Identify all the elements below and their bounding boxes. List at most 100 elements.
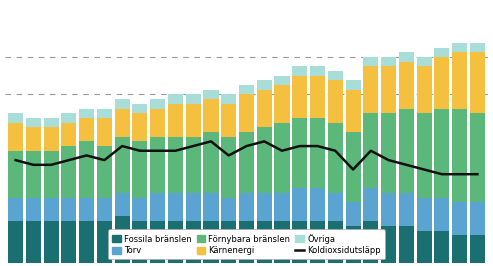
Bar [310,76,325,118]
Bar [257,90,272,127]
Bar [328,123,343,193]
Bar [26,151,41,198]
Bar [26,127,41,151]
Bar [8,113,23,123]
Bar [186,104,201,137]
Bar [239,132,254,193]
Bar [79,221,94,263]
Bar [43,127,59,151]
Bar [381,113,396,193]
Bar [186,193,201,221]
Bar [204,99,218,132]
Bar [133,198,147,221]
Bar [328,193,343,221]
Bar [452,43,467,52]
Bar [292,221,307,263]
Bar [43,198,59,221]
Bar [292,118,307,188]
Bar [133,104,147,113]
Bar [346,132,360,202]
Bar [239,94,254,132]
Bar [239,193,254,221]
Bar [399,226,414,263]
Bar [114,193,130,217]
Bar [257,127,272,193]
Bar [61,146,76,198]
Bar [114,217,130,263]
Bar [470,202,485,235]
Bar [186,94,201,104]
Bar [8,221,23,263]
Bar [97,221,112,263]
Bar [61,198,76,221]
Bar [133,113,147,141]
Bar [292,66,307,76]
Bar [79,141,94,198]
Bar [275,85,289,123]
Bar [150,99,165,109]
Bar [452,202,467,235]
Bar [114,137,130,193]
Bar [328,221,343,263]
Bar [221,104,236,137]
Bar [26,118,41,127]
Bar [417,198,432,231]
Bar [168,94,183,104]
Bar [26,198,41,221]
Bar [168,193,183,221]
Bar [114,109,130,137]
Bar [452,109,467,202]
Bar [221,221,236,263]
Bar [381,66,396,113]
Bar [434,48,450,57]
Bar [363,66,379,113]
Bar [150,221,165,263]
Bar [61,221,76,263]
Bar [186,137,201,193]
Bar [470,52,485,113]
Bar [8,198,23,221]
Bar [186,221,201,263]
Bar [292,188,307,221]
Bar [434,109,450,198]
Bar [417,231,432,263]
Bar [43,118,59,127]
Bar [114,99,130,109]
Bar [257,193,272,221]
Bar [434,198,450,231]
Bar [97,146,112,198]
Bar [381,193,396,226]
Bar [221,94,236,104]
Bar [275,221,289,263]
Bar [168,221,183,263]
Bar [417,66,432,113]
Bar [43,221,59,263]
Bar [204,132,218,193]
Bar [61,113,76,123]
Bar [346,80,360,90]
Bar [292,76,307,118]
Bar [470,43,485,52]
Bar [470,235,485,263]
Bar [97,109,112,118]
Bar [97,198,112,221]
Bar [239,221,254,263]
Bar [399,52,414,62]
Bar [363,188,379,221]
Bar [239,85,254,94]
Bar [275,123,289,193]
Bar [8,123,23,151]
Bar [470,113,485,202]
Bar [363,113,379,188]
Bar [452,235,467,263]
Bar [381,226,396,263]
Bar [275,193,289,221]
Bar [434,231,450,263]
Bar [452,52,467,109]
Bar [204,221,218,263]
Bar [310,66,325,76]
Bar [275,76,289,85]
Bar [133,221,147,263]
Bar [8,151,23,198]
Bar [61,123,76,146]
